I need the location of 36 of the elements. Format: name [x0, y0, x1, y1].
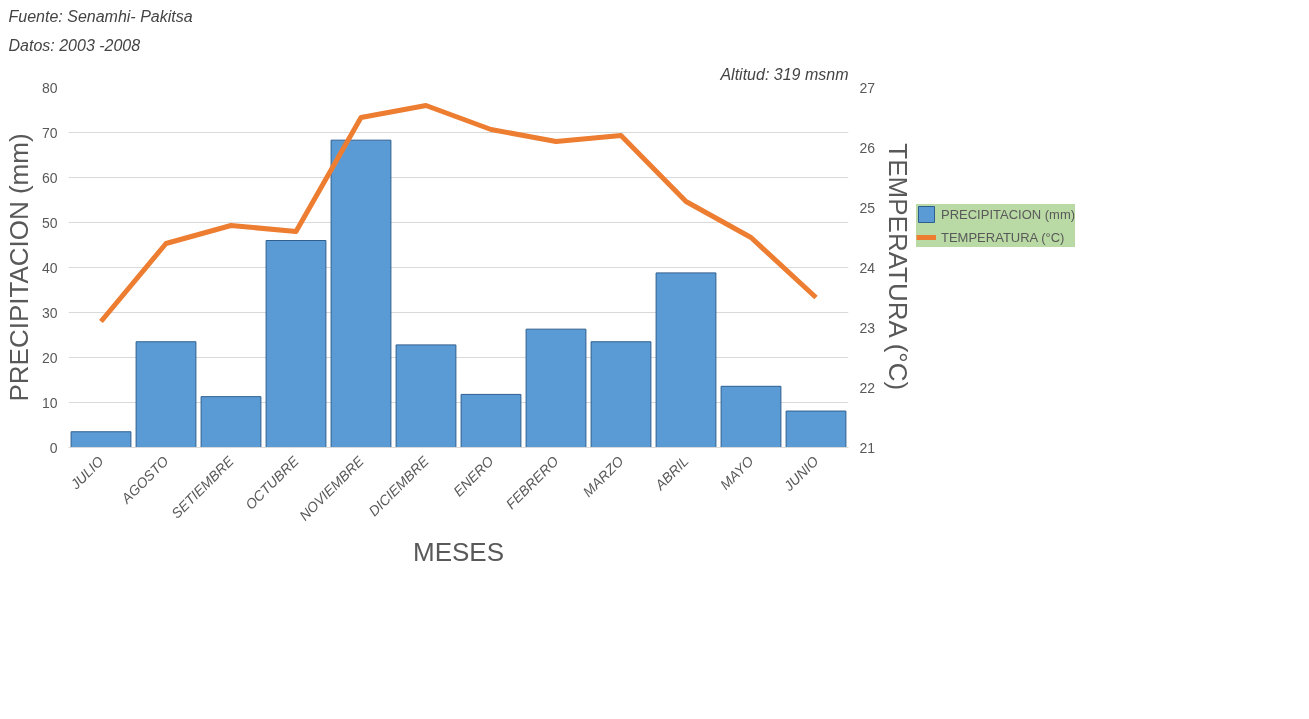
y-tick-label: 70: [41, 124, 58, 141]
bar: [70, 431, 132, 448]
y2-tick-label: 25: [859, 199, 876, 216]
y-tick-label: 60: [41, 169, 58, 186]
bar: [525, 328, 587, 448]
source-note: Fuente: Senamhi- Pakitsa: [8, 7, 193, 25]
y-tick-label: 50: [41, 214, 58, 231]
x-axis-title: MESES: [412, 537, 505, 568]
text: Datos: 2003 -2008: [8, 36, 141, 54]
y2-tick-label: 24: [859, 259, 876, 276]
bar: [200, 396, 262, 448]
y2-tick-label: 27: [859, 79, 876, 96]
bar: [330, 139, 392, 448]
y2-axis-title: TEMPERATURA (°C): [883, 143, 914, 391]
bar: [135, 341, 197, 448]
bar: [655, 272, 717, 448]
y-tick-label: 30: [41, 304, 58, 321]
y2-tick-label: 26: [859, 139, 876, 156]
y2-tick-label: 23: [859, 319, 876, 336]
y-tick-label: 0: [49, 439, 58, 456]
bar: [720, 385, 782, 448]
y-tick-label: 80: [41, 79, 58, 96]
y-tick-label: 20: [41, 349, 58, 366]
y-axis-title: PRECIPITACION (mm): [3, 133, 34, 402]
legend-label: TEMPERATURA (°C): [941, 229, 1065, 245]
legend-label: PRECIPITACION (mm): [941, 206, 1076, 222]
bar: [265, 240, 327, 448]
bar: [395, 344, 457, 448]
y2-tick-label: 21: [859, 439, 876, 456]
bar: [460, 393, 522, 448]
y2-tick-label: 22: [859, 379, 876, 396]
bar: [785, 410, 847, 448]
y-tick-label: 40: [41, 259, 58, 276]
y-tick-label: 10: [41, 394, 58, 411]
text: Altitud: 319 msnm: [719, 65, 849, 83]
bar: [590, 341, 652, 448]
